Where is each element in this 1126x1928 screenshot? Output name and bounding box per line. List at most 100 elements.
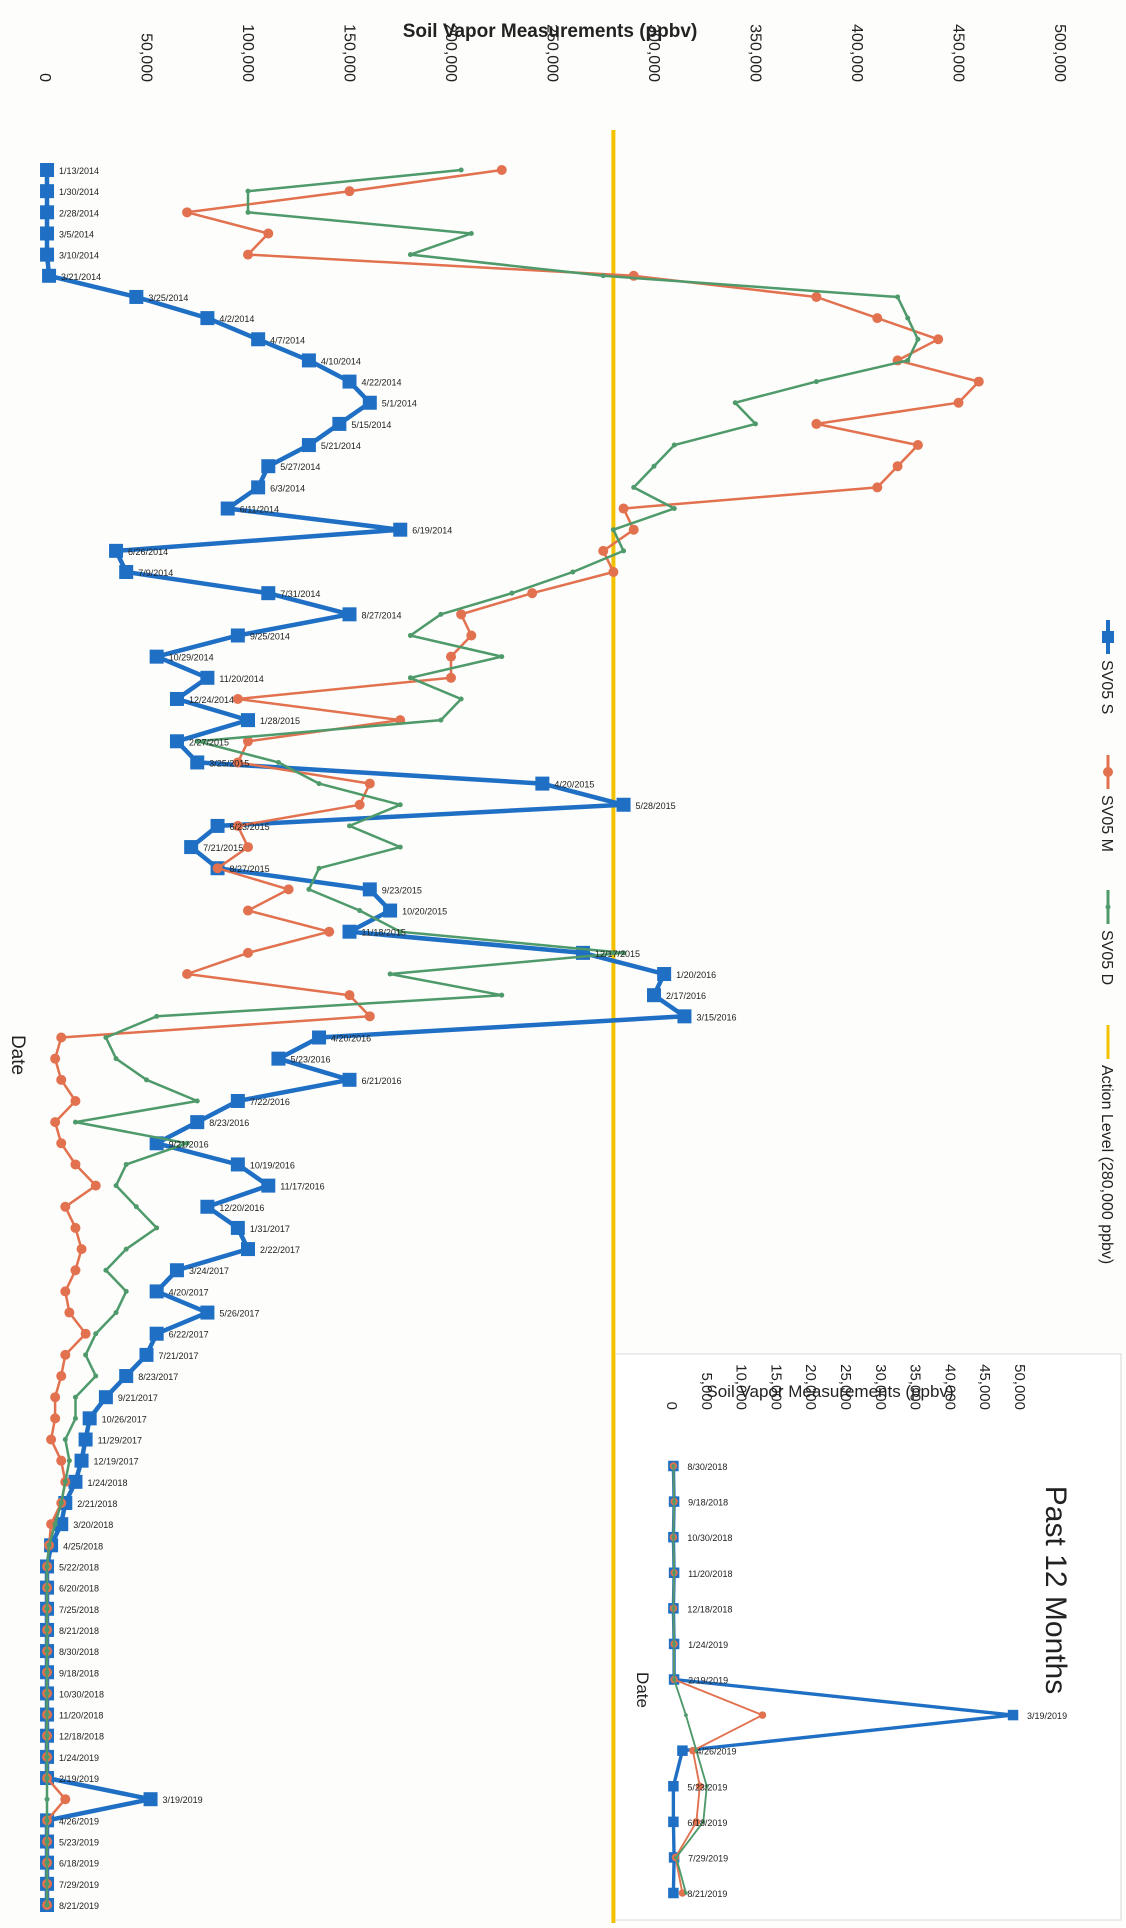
main-point [446, 651, 456, 662]
main-date-label: 7/21/2015 [203, 843, 243, 853]
main-date-label: 4/2/2014 [219, 314, 254, 324]
inset-point [671, 1535, 676, 1540]
main-point [139, 1347, 154, 1362]
main-date-label: 5/1/2014 [382, 399, 417, 409]
main-point [397, 929, 403, 935]
main-point [598, 545, 609, 556]
main-point [438, 611, 444, 617]
main-point [93, 1331, 99, 1337]
main-point [119, 1369, 134, 1384]
main-point [44, 1754, 50, 1760]
main-point [628, 524, 639, 535]
main-point [70, 1159, 81, 1170]
main-date-label: 4/20/2016 [331, 1034, 371, 1044]
main-point [76, 1244, 87, 1255]
main-date-label: 5/26/2017 [219, 1309, 259, 1319]
inset-point [684, 1713, 688, 1717]
main-point [811, 291, 822, 302]
main-date-label: 1/28/2015 [260, 716, 300, 726]
main-date-label: 9/18/2018 [59, 1668, 99, 1678]
main-point [40, 205, 55, 220]
main-point [241, 1242, 255, 1257]
main-date-label: 4/25/2018 [63, 1541, 103, 1551]
main-date-label: 4/20/2015 [554, 780, 594, 790]
main-point [74, 1453, 89, 1468]
inset-y-tick-label: 15,000 [767, 1364, 784, 1410]
main-point [306, 886, 312, 892]
inset-date-label: 4/26/2019 [696, 1747, 736, 1757]
main-date-label: 2/17/2016 [666, 991, 706, 1001]
main-date-label: 2/28/2014 [59, 208, 99, 218]
main-date-label: 4/20/2017 [169, 1287, 209, 1297]
main-point [342, 1072, 357, 1087]
main-point [610, 527, 616, 533]
main-point [64, 1307, 75, 1318]
inset-point [668, 1781, 679, 1792]
inset-point [668, 1816, 679, 1828]
main-point [811, 418, 822, 429]
inset-point [672, 1499, 676, 1504]
main-date-label: 6/3/2014 [270, 483, 305, 493]
main-y-tick-label: 0 [36, 73, 53, 82]
main-date-labels: 1/13/2014 1/30/2014 2/28/2014 3/5/2014 3/10/… [59, 166, 736, 1911]
main-y-tick-label: 350,000 [747, 24, 764, 82]
main-point [953, 397, 964, 408]
main-point [54, 1517, 69, 1532]
main-point [200, 1305, 215, 1320]
main-point [527, 588, 538, 599]
main-point [60, 1286, 71, 1297]
main-point [82, 1411, 97, 1426]
main-point [44, 1839, 50, 1845]
main-point [342, 607, 357, 622]
main-point [647, 988, 661, 1003]
inset-x-axis-title: Date [633, 1672, 652, 1708]
main-point [407, 675, 413, 681]
main-point [301, 438, 316, 453]
main-point [509, 590, 515, 596]
main-y-tick-label: 50,000 [138, 33, 155, 82]
main-date-label: 12/20/2016 [219, 1203, 264, 1213]
main-point [261, 459, 276, 474]
main-point [103, 1267, 109, 1273]
main-point [362, 882, 377, 897]
inset-y-ticks: 0 5,000 10,000 15,000 20,000 25,000 30,000 35,0… [663, 1364, 1028, 1410]
main-point [44, 1563, 50, 1569]
main-point [40, 163, 55, 177]
inset-point [1007, 1709, 1019, 1721]
main-point [241, 713, 255, 728]
main-date-label: 10/30/2018 [59, 1689, 104, 1699]
inset-date-label: 6/18/2019 [687, 1818, 727, 1828]
inset-date-labels: 8/30/2018 9/18/2018 10/30/2018 11/20/2018 12… [687, 1462, 1067, 1899]
main-date-label: 1/20/2016 [676, 970, 716, 980]
main-point [499, 992, 505, 998]
main-point [60, 1349, 71, 1360]
main-point [344, 990, 355, 1001]
main-date-label: 6/18/2019 [59, 1859, 99, 1869]
main-point [245, 188, 251, 194]
main-point [62, 1437, 68, 1443]
main-point [364, 778, 375, 789]
main-point [621, 548, 627, 554]
main-point [44, 1817, 50, 1823]
main-point [149, 649, 164, 664]
inset-point [677, 1745, 688, 1756]
inset-point [672, 1677, 676, 1682]
main-date-label: 3/25/2014 [148, 293, 188, 303]
main-point [316, 781, 322, 787]
main-point [499, 654, 505, 660]
main-point [90, 1180, 101, 1191]
main-point [446, 672, 456, 683]
inset-point [671, 1464, 676, 1468]
main-point [232, 693, 243, 704]
main-point [113, 1183, 119, 1189]
main-point [109, 543, 124, 558]
main-point [70, 1222, 81, 1233]
main-date-label: 3/20/2018 [73, 1520, 113, 1530]
main-y-tick-label: 150,000 [341, 24, 358, 82]
main-point [143, 1792, 158, 1807]
main-point [56, 1138, 67, 1149]
main-point [194, 738, 200, 744]
inset-date-label: 5/23/2019 [687, 1782, 727, 1792]
main-point [332, 416, 347, 431]
main-date-label: 8/21/2018 [59, 1626, 99, 1636]
